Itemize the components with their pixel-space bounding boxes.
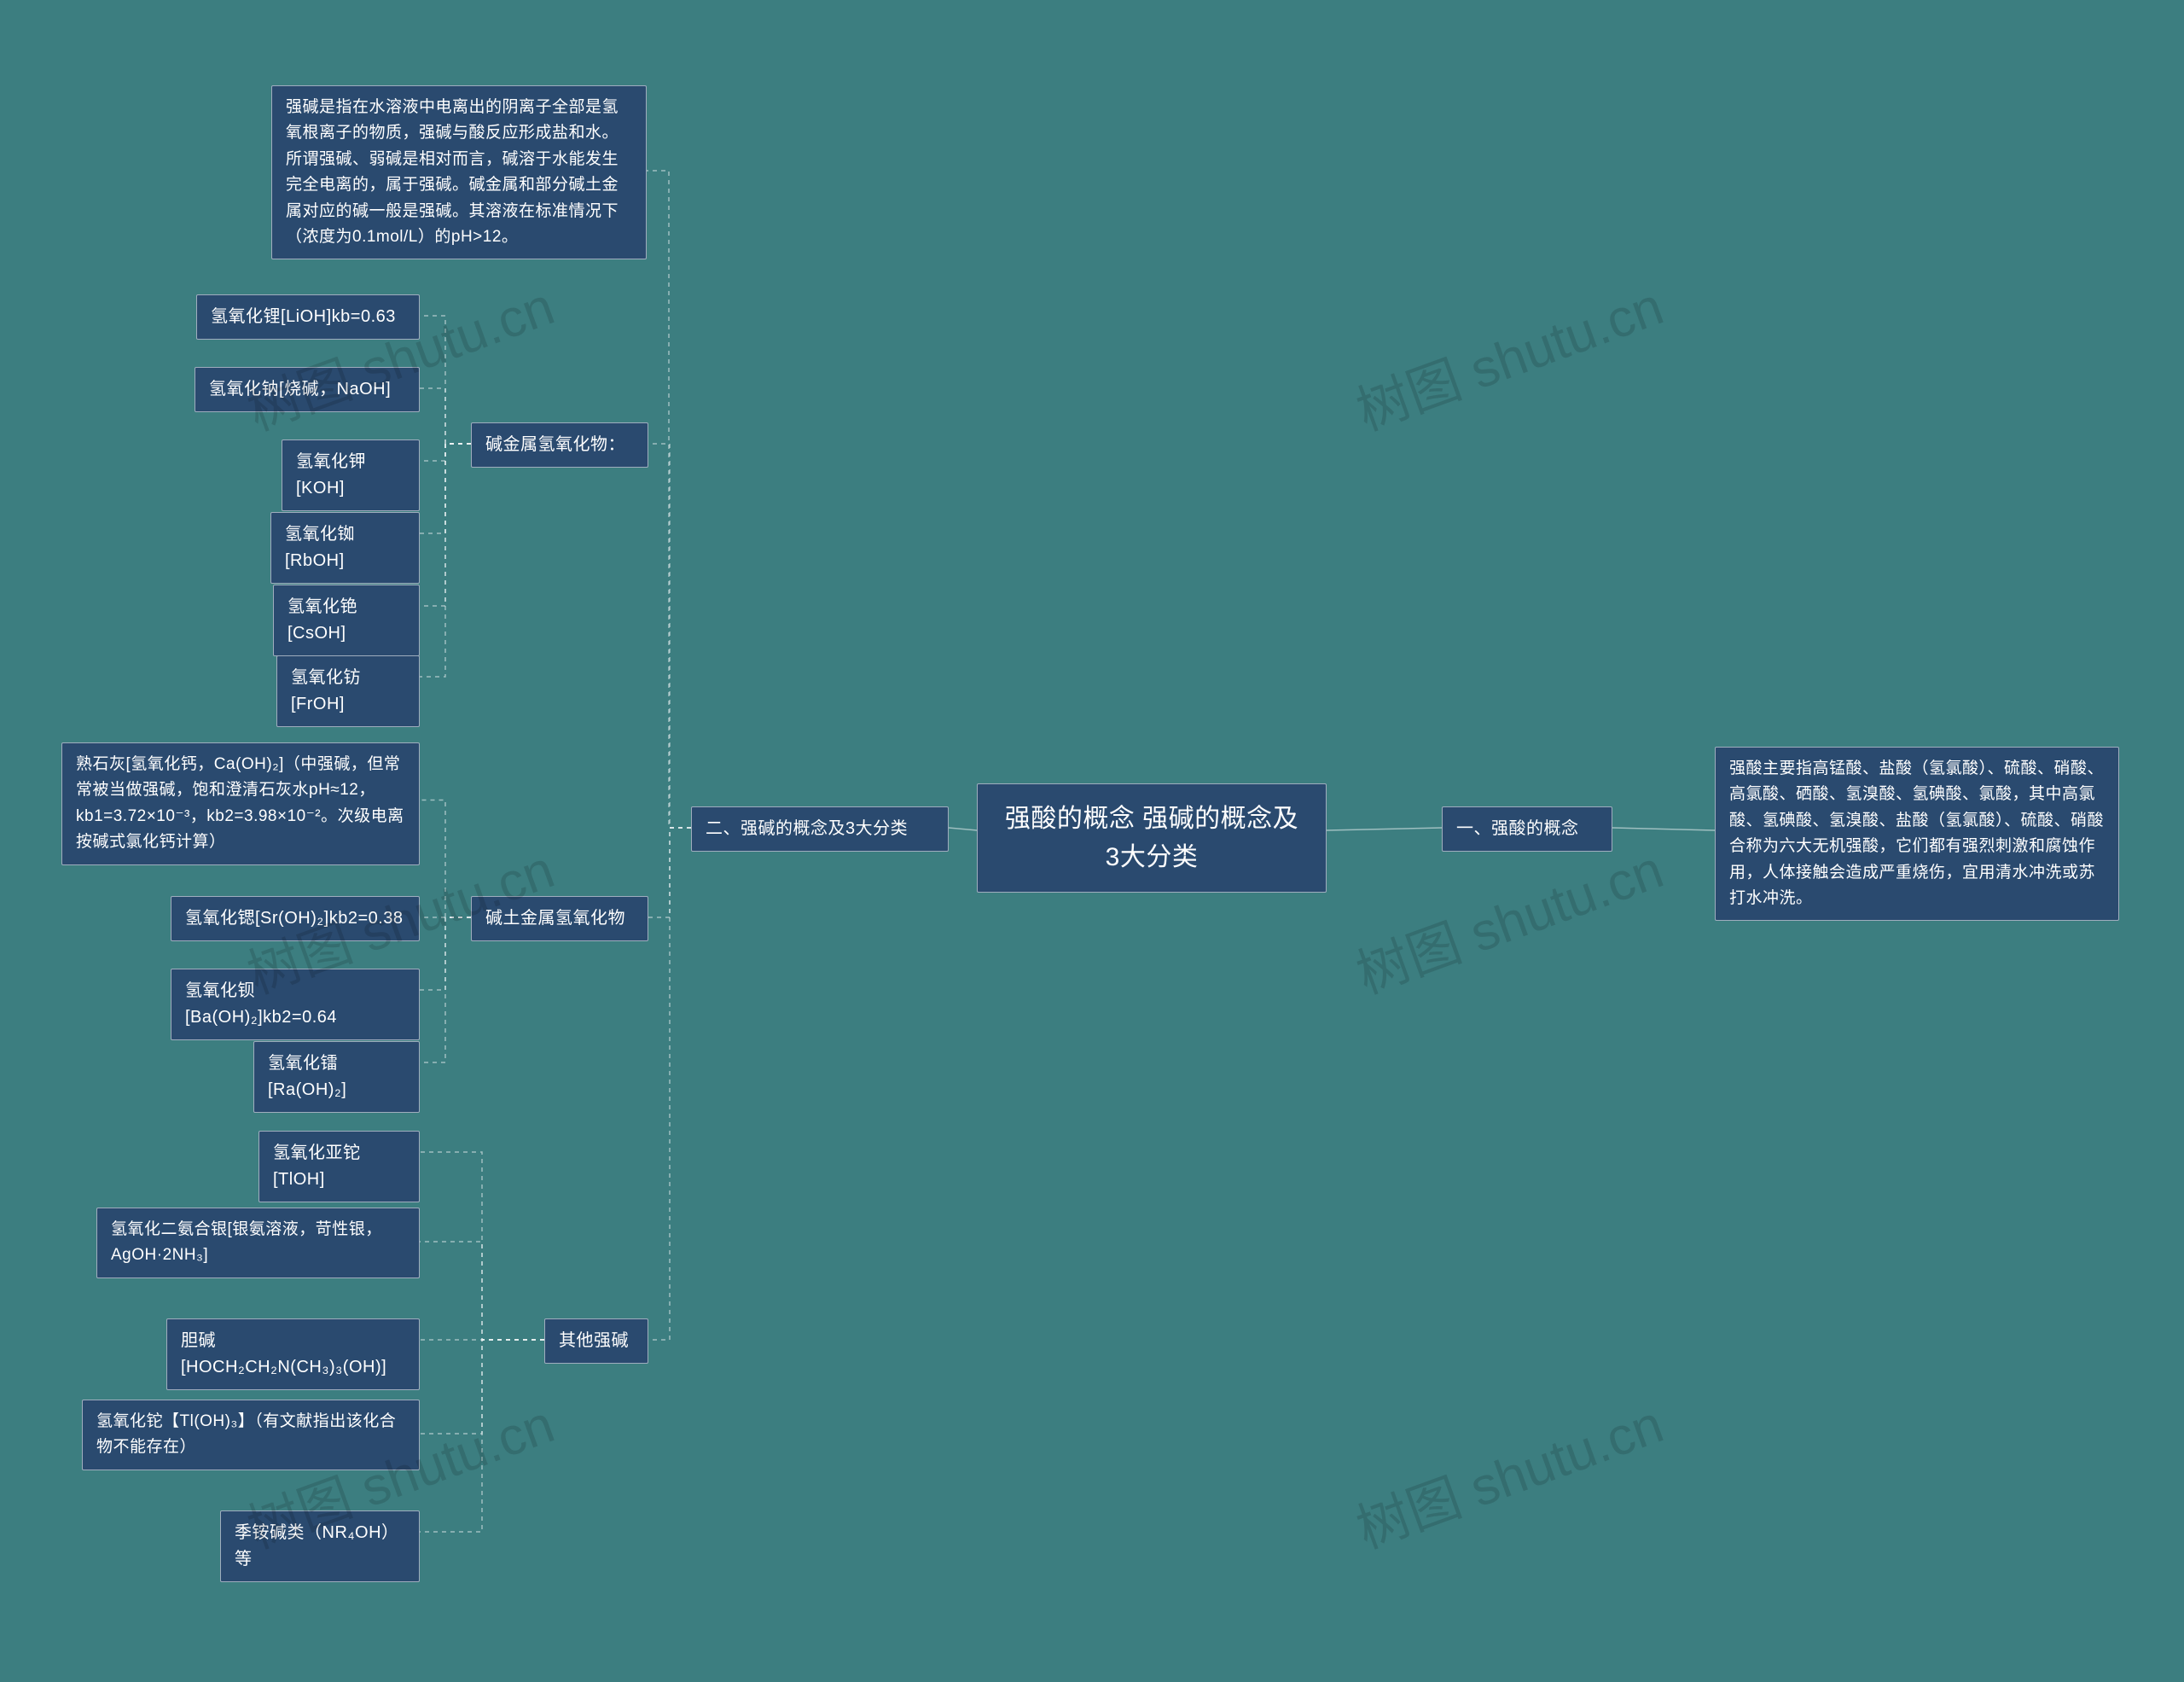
group-g1: 碱金属氢氧化物：	[471, 422, 648, 468]
leaf-g2-0: 熟石灰[氢氧化钙，Ca(OH)₂]（中强碱，但常常被当做强碱，饱和澄清石灰水pH…	[61, 742, 420, 865]
branch-left: 二、强碱的概念及3大分类	[691, 806, 949, 852]
leaf-g2-1: 氢氧化锶[Sr(OH)₂]kb2=0.38	[171, 896, 420, 941]
leaf-g3-1: 氢氧化二氨合银[银氨溶液，苛性银，AgOH·2NH₃]	[96, 1208, 420, 1278]
leaf-g3-0: 氢氧化亚铊[TlOH]	[258, 1131, 420, 1202]
group-g3: 其他强碱	[544, 1318, 648, 1364]
leaf-g3-3: 氢氧化铊【Tl(OH)₃】（有文献指出该化合物不能存在）	[82, 1400, 420, 1470]
branch-right-detail: 强酸主要指高锰酸、盐酸（氢氯酸）、硫酸、硝酸、高氯酸、硒酸、氢溴酸、氢碘酸、氯酸…	[1715, 747, 2119, 921]
leaf-g1-1: 氢氧化钠[烧碱，NaOH]	[195, 367, 420, 412]
leaf-g1-3: 氢氧化铷[RbOH]	[270, 512, 420, 584]
leaf-g1-2: 氢氧化钾[KOH]	[282, 439, 420, 511]
leaf-g2-3: 氢氧化镭[Ra(OH)₂]	[253, 1041, 420, 1113]
branch-right: 一、强酸的概念	[1442, 806, 1612, 852]
leaf-g2-2: 氢氧化钡[Ba(OH)₂]kb2=0.64	[171, 969, 420, 1040]
leaf-g1-0: 氢氧化锂[LiOH]kb=0.63	[196, 294, 420, 340]
leaf-g3-2: 胆碱[HOCH₂CH₂N(CH₃)₃(OH)]	[166, 1318, 420, 1390]
leaf-g3-4: 季铵碱类（NR₄OH）等	[220, 1510, 420, 1582]
leaf-g1-4: 氢氧化铯[CsOH]	[273, 585, 420, 656]
group-g0: 强碱是指在水溶液中电离出的阴离子全部是氢氧根离子的物质，强碱与酸反应形成盐和水。…	[271, 85, 647, 259]
leaf-g1-5: 氢氧化钫[FrOH]	[276, 655, 420, 727]
root-node: 强酸的概念 强碱的概念及 3大分类	[977, 783, 1327, 893]
group-g2: 碱土金属氢氧化物	[471, 896, 648, 941]
